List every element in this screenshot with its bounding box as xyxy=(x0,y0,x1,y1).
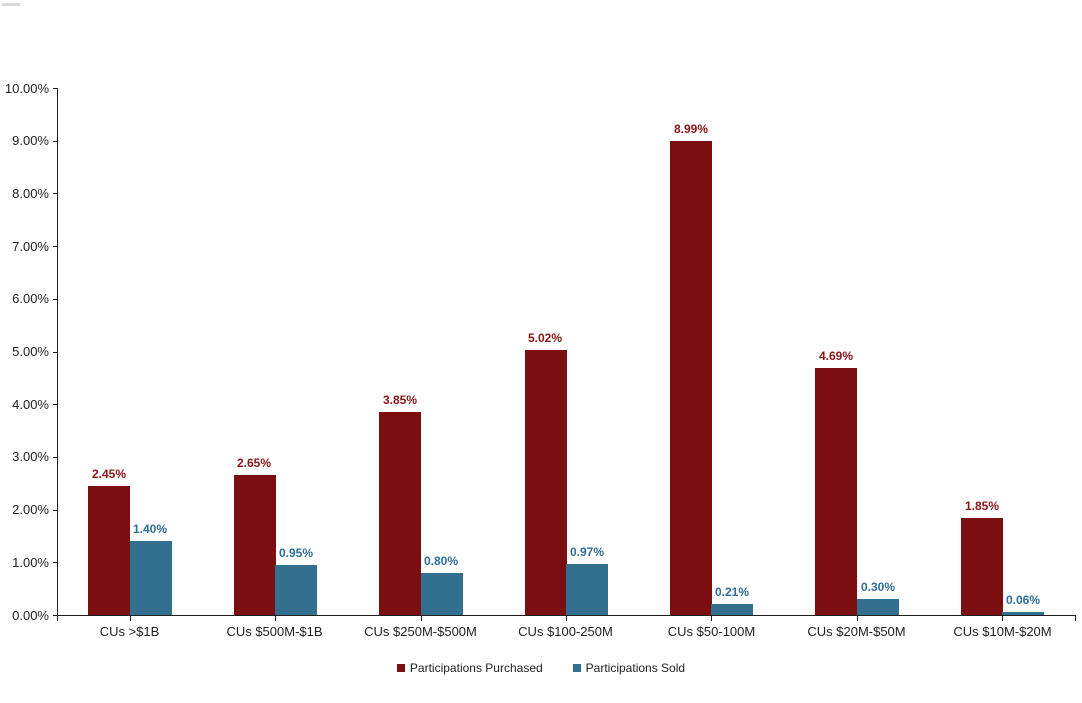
legend-entry-sold: Participations Sold xyxy=(572,661,686,675)
y-axis-tick xyxy=(53,193,57,194)
y-axis-tick xyxy=(53,457,57,458)
y-axis-tick-label: 1.00% xyxy=(12,555,49,570)
y-axis-tick-label: 10.00% xyxy=(4,81,49,96)
legend-swatch-icon xyxy=(396,664,405,672)
legend-label: Participations Sold xyxy=(585,661,686,675)
bar-value-label: 0.21% xyxy=(714,585,750,599)
y-axis-tick xyxy=(53,246,57,247)
y-axis-tick xyxy=(53,88,57,89)
bar-sold xyxy=(275,565,317,615)
x-axis-tick xyxy=(711,616,712,621)
y-axis-tick xyxy=(53,141,57,142)
x-axis-tick xyxy=(57,616,58,621)
x-axis-line xyxy=(57,615,1076,616)
x-axis-category-label: CUs $50-100M xyxy=(667,624,756,639)
y-axis-tick-label: 9.00% xyxy=(12,133,49,148)
x-axis-category-label: CUs $100-250M xyxy=(518,624,613,639)
x-axis-category-label: CUs $10M-$20M xyxy=(953,624,1052,639)
bar-purchased xyxy=(815,368,857,615)
y-axis-line xyxy=(57,88,58,616)
legend-swatch-icon xyxy=(572,664,581,672)
y-axis-tick-label: 2.00% xyxy=(12,502,49,517)
bar-sold xyxy=(566,564,608,615)
y-axis-tick-label: 4.00% xyxy=(12,397,49,412)
bar-sold xyxy=(130,541,172,615)
bar-purchased xyxy=(379,412,421,615)
bar-purchased xyxy=(234,475,276,615)
bar-sold xyxy=(1002,612,1044,615)
bar-value-label: 5.02% xyxy=(527,331,563,345)
x-axis-category-label: CUs $250M-$500M xyxy=(364,624,477,639)
x-axis-category-label: CUs $500M-$1B xyxy=(226,624,323,639)
corner-artifact xyxy=(2,3,20,6)
bar-value-label: 4.69% xyxy=(818,349,854,363)
x-axis-tick xyxy=(566,616,567,621)
y-axis-tick-label: 0.00% xyxy=(12,608,49,623)
legend-label: Participations Purchased xyxy=(409,661,543,675)
x-axis-tick xyxy=(1075,616,1076,621)
bar-value-label: 1.40% xyxy=(132,522,168,536)
bar-sold xyxy=(421,573,463,615)
bar-value-label: 3.85% xyxy=(382,393,418,407)
bar-sold xyxy=(711,604,753,615)
y-axis-tick-label: 7.00% xyxy=(12,239,49,254)
bar-value-label: 0.97% xyxy=(569,545,605,559)
y-axis-tick xyxy=(53,510,57,511)
chart-legend: Participations Purchased Participations S… xyxy=(0,661,1082,675)
x-axis-tick xyxy=(857,616,858,621)
bar-value-label: 1.85% xyxy=(964,499,1000,513)
y-axis-tick-label: 5.00% xyxy=(12,344,49,359)
y-axis-tick xyxy=(53,404,57,405)
x-axis-category-label: CUs >$1B xyxy=(99,624,160,639)
bar-purchased xyxy=(525,350,567,615)
bar-value-label: 2.45% xyxy=(91,467,127,481)
legend-entry-purchased: Participations Purchased xyxy=(396,661,543,675)
bar-purchased xyxy=(88,486,130,615)
x-axis-tick xyxy=(275,616,276,621)
x-axis-tick xyxy=(421,616,422,621)
y-axis-tick xyxy=(53,352,57,353)
y-axis-tick-label: 6.00% xyxy=(12,291,49,306)
bar-value-label: 0.06% xyxy=(1005,593,1041,607)
x-axis-tick xyxy=(1002,616,1003,621)
bar-value-label: 0.95% xyxy=(278,546,314,560)
y-axis-tick xyxy=(53,562,57,563)
y-axis-tick xyxy=(53,615,57,616)
bar-purchased xyxy=(670,141,712,615)
bar-value-label: 8.99% xyxy=(673,122,709,136)
bar-purchased xyxy=(961,518,1003,615)
y-axis-tick-label: 3.00% xyxy=(12,449,49,464)
bar-value-label: 0.30% xyxy=(860,580,896,594)
y-axis-tick xyxy=(53,299,57,300)
x-axis-tick xyxy=(130,616,131,621)
bar-value-label: 0.80% xyxy=(423,554,459,568)
bar-sold xyxy=(857,599,899,615)
y-axis-tick-label: 8.00% xyxy=(12,186,49,201)
x-axis-category-label: CUs $20M-$50M xyxy=(807,624,906,639)
bar-value-label: 2.65% xyxy=(236,456,272,470)
